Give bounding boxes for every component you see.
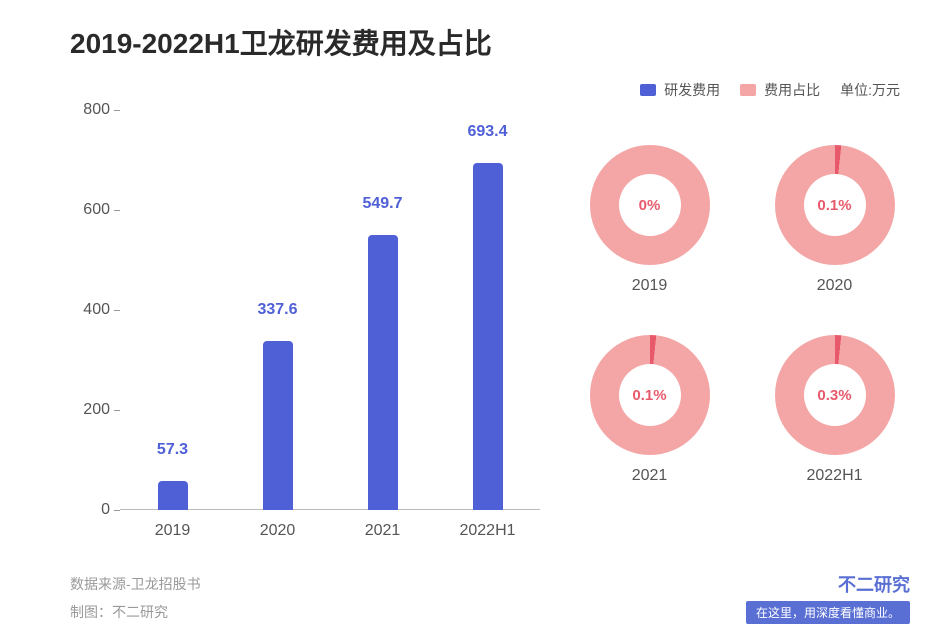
- donut: 0.3% 2022H1: [757, 335, 912, 485]
- bar-chart: 57.3337.6549.7693.4 02004006008002019202…: [70, 110, 540, 540]
- y-tick: [114, 110, 120, 111]
- x-tick-label: 2021: [365, 522, 401, 540]
- bar-value-label: 57.3: [157, 441, 188, 459]
- legend-label-bar: 研发费用: [664, 80, 720, 100]
- donut-ring: 0.3%: [775, 335, 895, 455]
- brand-tagline: 在这里，用深度看懂商业。: [746, 601, 910, 624]
- y-tick: [114, 510, 120, 511]
- x-tick-label: 2020: [260, 522, 296, 540]
- bar-value-label: 549.7: [362, 195, 402, 213]
- bar-value-label: 693.4: [467, 123, 507, 141]
- legend-unit: 单位:万元: [840, 80, 900, 100]
- donut-center-label: 0%: [619, 174, 681, 236]
- bar: [263, 341, 293, 510]
- bar: [158, 481, 188, 510]
- x-tick-label: 2019: [155, 522, 191, 540]
- donut: 0.1% 2021: [572, 335, 727, 485]
- chart-title: 2019-2022H1卫龙研发费用及占比: [70, 22, 492, 62]
- donut-center-label: 0.1%: [619, 364, 681, 426]
- legend-label-ratio: 费用占比: [764, 80, 820, 100]
- y-tick-label: 600: [70, 201, 110, 219]
- bar: [473, 163, 503, 510]
- legend-swatch-ratio: [740, 84, 756, 96]
- donut-category-label: 2020: [817, 277, 853, 295]
- x-tick-label: 2022H1: [459, 522, 515, 540]
- bar-value-label: 337.6: [257, 301, 297, 319]
- donut-ring: 0.1%: [775, 145, 895, 265]
- y-tick-label: 400: [70, 301, 110, 319]
- donut-center-label: 0.3%: [804, 364, 866, 426]
- donut-ring: 0.1%: [590, 335, 710, 455]
- brand-block: 不二研究 在这里，用深度看懂商业。: [746, 571, 910, 624]
- footer-source: 数据来源-卫龙招股书: [70, 574, 201, 594]
- y-tick-label: 0: [70, 501, 110, 519]
- y-tick: [114, 310, 120, 311]
- footer-credit: 制图：不二研究: [70, 602, 168, 622]
- donut-category-label: 2022H1: [806, 467, 862, 485]
- donut-grid: 0% 2019 0.1% 2020 0.1% 2021 0.3% 2022H1: [572, 145, 912, 485]
- donut: 0.1% 2020: [757, 145, 912, 295]
- donut-ring: 0%: [590, 145, 710, 265]
- donut-center-label: 0.1%: [804, 174, 866, 236]
- donut: 0% 2019: [572, 145, 727, 295]
- legend: 研发费用 费用占比 单位:万元: [640, 80, 900, 100]
- y-tick: [114, 410, 120, 411]
- y-tick-label: 200: [70, 401, 110, 419]
- donut-category-label: 2019: [632, 277, 668, 295]
- plot-area: 57.3 337.6 549.7 693.4: [120, 110, 540, 510]
- y-tick: [114, 210, 120, 211]
- brand-name: 不二研究: [746, 571, 910, 597]
- y-tick-label: 800: [70, 101, 110, 119]
- legend-swatch-bar: [640, 84, 656, 96]
- bar: [368, 235, 398, 510]
- donut-category-label: 2021: [632, 467, 668, 485]
